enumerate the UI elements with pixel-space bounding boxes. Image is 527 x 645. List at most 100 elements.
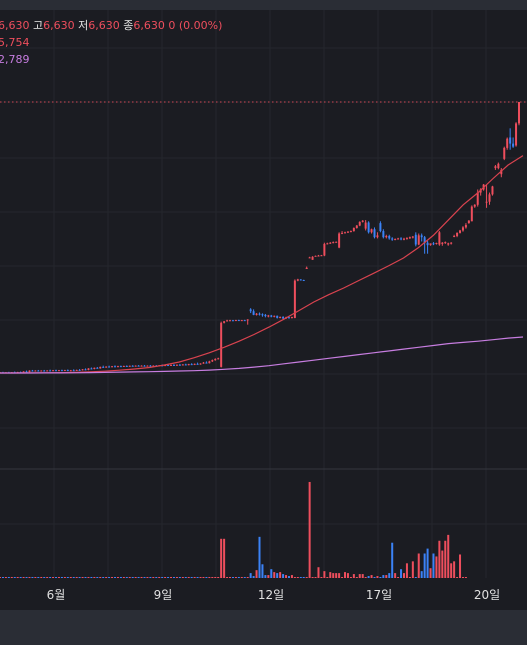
volume-bar [314, 577, 317, 578]
ma2-legend: 2,789 [0, 53, 30, 66]
volume-bar [143, 577, 146, 578]
bottom-toolbar-strip [0, 610, 527, 645]
volume-bar [417, 553, 420, 578]
candle-body [438, 232, 441, 245]
candle-body [512, 143, 515, 147]
volume-bar [214, 577, 217, 578]
candle-body [373, 229, 376, 238]
volume-bar [464, 577, 467, 578]
volume-bar [102, 577, 105, 578]
volume-bar [128, 577, 131, 578]
volume-bar [167, 577, 170, 578]
volume-bar [240, 577, 243, 578]
candle-body [108, 366, 111, 368]
candle-body [199, 363, 202, 365]
candle-body [435, 243, 438, 245]
volume-bar [438, 540, 441, 578]
candle-body [509, 137, 512, 144]
volume-bar [326, 577, 329, 578]
candle-body [361, 220, 364, 222]
chart-canvas[interactable] [0, 0, 527, 610]
volume-series [0, 481, 467, 578]
candle-body [25, 371, 28, 373]
candlestick-series [0, 102, 521, 374]
volume-bar [158, 577, 161, 578]
candle-body [476, 192, 479, 205]
volume-bar [426, 548, 429, 578]
volume-bar [81, 577, 84, 578]
candle-body [382, 231, 385, 238]
candle-body [81, 369, 84, 371]
candle-body [75, 369, 78, 371]
top-toolbar-strip [0, 0, 527, 10]
volume-bar [13, 577, 16, 578]
volume-bar [196, 577, 199, 578]
candle-body [184, 364, 187, 366]
candle-body [364, 222, 367, 229]
candle-body [346, 231, 349, 233]
candle-body [231, 320, 234, 322]
volume-bar [28, 577, 31, 578]
volume-bar [267, 575, 270, 578]
volume-bar [140, 577, 143, 578]
candle-body [485, 201, 488, 203]
candle-body [506, 138, 509, 148]
volume-bar [282, 574, 285, 578]
candle-body [146, 365, 149, 367]
volume-bar [344, 572, 347, 578]
candle-body [31, 370, 34, 372]
candle-body [379, 223, 382, 232]
candle-body [473, 204, 476, 207]
volume-bar [341, 577, 344, 578]
volume-bar [119, 577, 122, 578]
candle-body [408, 237, 411, 239]
volume-bar [338, 573, 341, 578]
volume-bar [4, 577, 7, 578]
volume-bar [447, 534, 450, 578]
candle-body [391, 238, 394, 240]
volume-bar [84, 577, 87, 578]
low-label: 저 [78, 19, 89, 32]
candle-body [488, 194, 491, 202]
volume-bar [49, 577, 52, 578]
volume-bar [217, 577, 220, 578]
volume-bar [423, 553, 426, 578]
ma-line-5754 [0, 155, 524, 374]
candle-body [308, 257, 311, 259]
candle-body [397, 238, 400, 240]
candle-body [305, 267, 308, 270]
candle-body [96, 367, 99, 369]
volume-bar [429, 568, 432, 578]
volume-bar [264, 575, 267, 578]
change-value: 0 (0.00%) [168, 19, 223, 32]
volume-bar [246, 577, 249, 578]
candle-body [243, 320, 246, 322]
candle-body [205, 362, 208, 364]
volume-bar [323, 571, 326, 578]
candle-body [119, 366, 122, 368]
volume-bar [411, 561, 414, 578]
volume-bar [276, 573, 279, 578]
candle-body [178, 364, 181, 366]
candle-body [217, 358, 220, 360]
volume-bar [420, 571, 423, 578]
candle-body [43, 370, 46, 372]
volume-bar [170, 577, 173, 578]
candle-body [128, 365, 131, 367]
candle-body [376, 235, 379, 238]
candle-body [276, 315, 279, 318]
volume-bar [435, 556, 438, 578]
candle-body [116, 366, 119, 368]
candle-body [270, 315, 273, 317]
candle-body [459, 230, 462, 233]
volume-bar [441, 550, 444, 578]
candle-body [273, 315, 276, 317]
volume-bar [202, 577, 205, 578]
volume-bar [456, 577, 459, 578]
candle-body [267, 315, 270, 317]
volume-bar [31, 577, 34, 578]
candle-body [114, 366, 117, 368]
candle-body [293, 280, 296, 318]
volume-bar [1, 577, 4, 578]
volume-bar [320, 577, 323, 578]
